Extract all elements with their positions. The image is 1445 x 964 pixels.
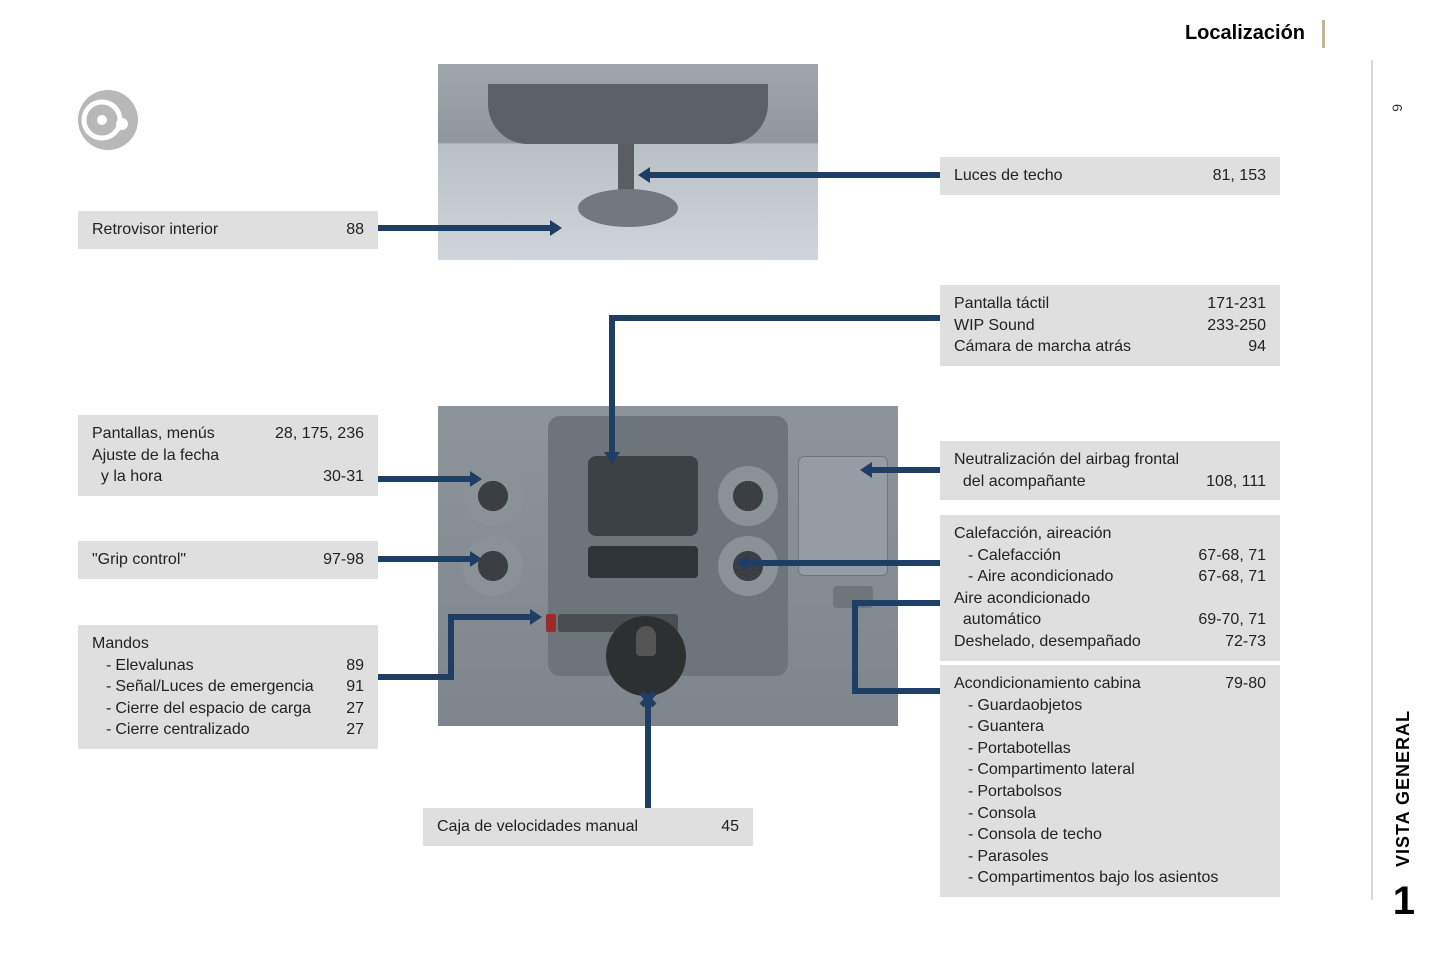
label-grip-control: "Grip control" 97-98: [78, 541, 378, 579]
page-number: 9: [1389, 104, 1405, 112]
arrow-mandos-v: [448, 614, 454, 680]
manual-page: Localización 9 VISTA GENERAL 1 Retroviso…: [0, 0, 1445, 964]
label-pantalla-tactil: Pantalla táctil171-231 WIP Sound233-250 …: [940, 285, 1280, 366]
label-caja-velocidades: Caja de velocidades manual 45: [423, 808, 753, 846]
label-mandos: Mandos Elevalunas89 Señal/Luces de emerg…: [78, 625, 378, 749]
arrow-mandos-h: [378, 674, 454, 680]
arrow-retrovisor: [378, 225, 558, 231]
side-divider: [1371, 60, 1373, 900]
arrow-calefaccion: [748, 560, 940, 566]
arrow-pantalla-v: [609, 315, 615, 460]
arrow-pantalla-h: [612, 315, 940, 321]
arrow-pantallas: [378, 476, 478, 482]
label-airbag: Neutralización del airbag frontal del ac…: [940, 441, 1280, 500]
label-pantallas: Pantallas, menús28, 175, 236 Ajuste de l…: [78, 415, 378, 496]
page-header-title: Localización: [1185, 22, 1305, 45]
arrow-airbag: [872, 467, 940, 473]
label-retrovisor: Retrovisor interior 88: [78, 211, 378, 249]
section-name: VISTA GENERAL: [1393, 710, 1414, 867]
arrow-luces-techo: [650, 172, 940, 178]
label-text: Retrovisor interior: [92, 219, 326, 241]
arrow-caja-v: [645, 700, 651, 808]
arrow-mandos-top: [448, 614, 538, 620]
chapter-number: 1: [1393, 879, 1415, 924]
label-calefaccion: Calefacción, aireación Calefacción67-68,…: [940, 515, 1280, 661]
steering-wheel-icon: [78, 90, 138, 150]
label-cabina: Acondicionamiento cabina79-80 Guardaobje…: [940, 665, 1280, 897]
arrow-grip: [378, 556, 478, 562]
label-page: 88: [346, 219, 364, 241]
arrow-cabina-h: [852, 688, 940, 694]
arrow-cabina-h2: [852, 600, 940, 606]
side-tab: VISTA GENERAL 1: [1393, 710, 1415, 924]
arrow-cabina-v: [852, 600, 858, 694]
label-luces-techo: Luces de techo 81, 153: [940, 157, 1280, 195]
header-rule: [1322, 20, 1325, 48]
dashboard-image: [438, 406, 898, 726]
